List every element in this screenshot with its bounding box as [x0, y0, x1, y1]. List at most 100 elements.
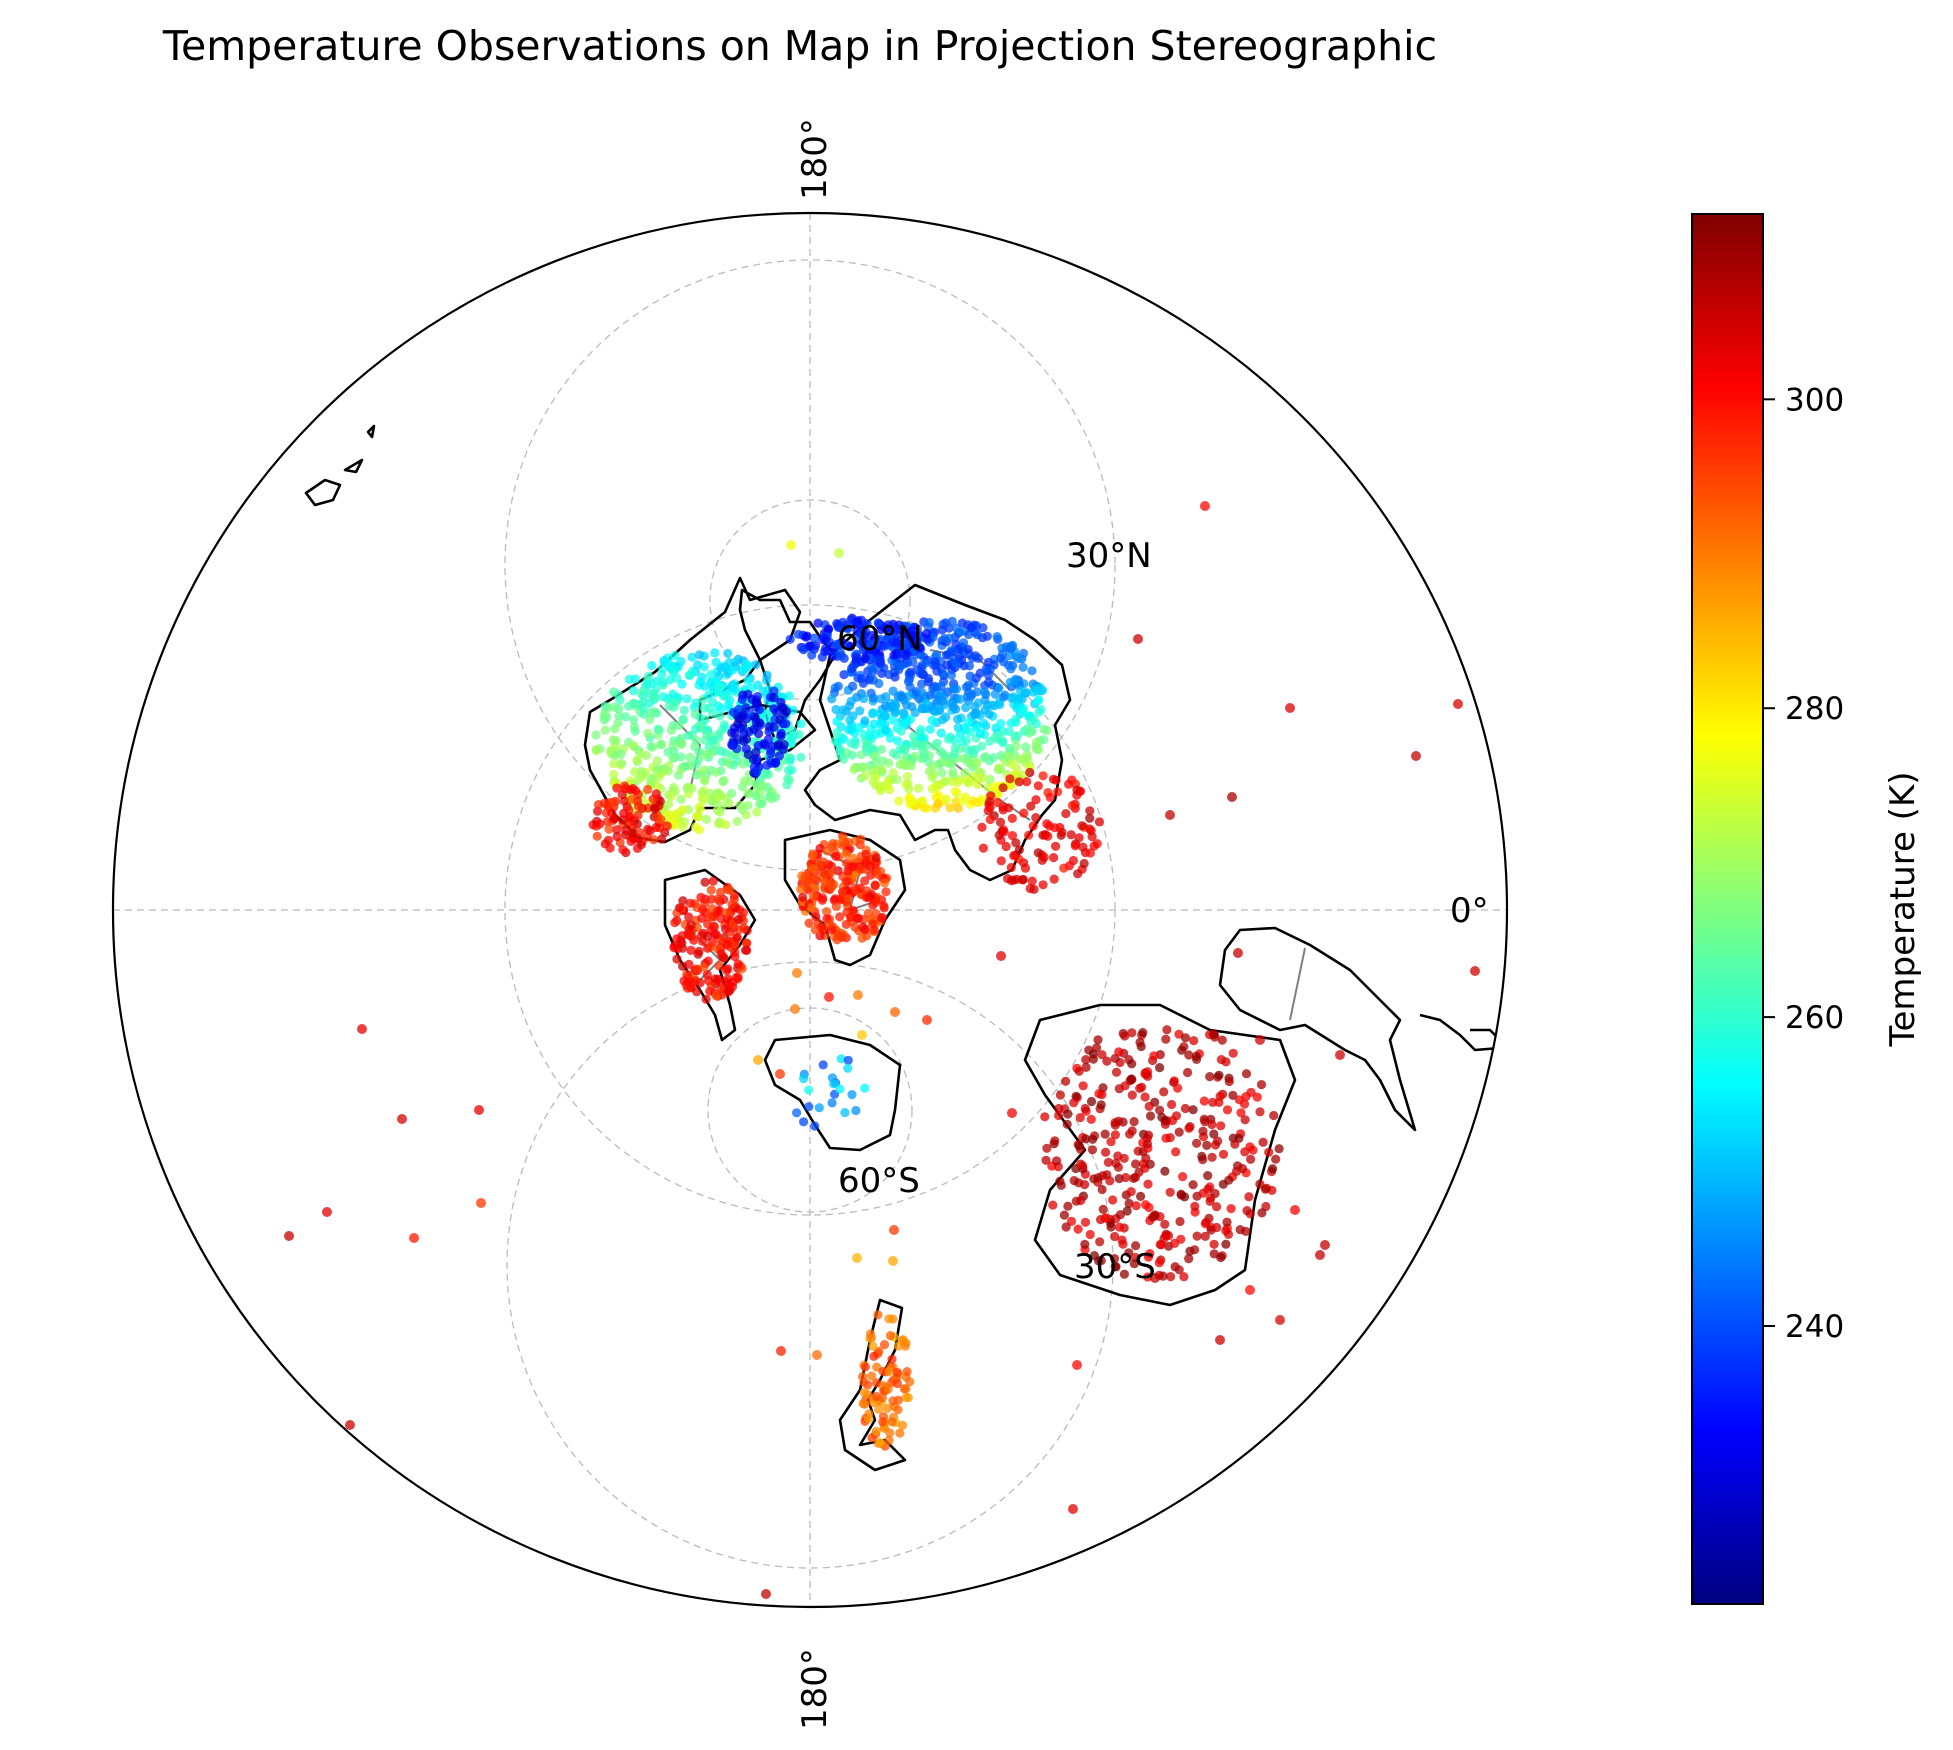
observation-point	[1255, 1107, 1265, 1117]
observation-point	[1129, 1259, 1139, 1269]
observation-point	[946, 670, 957, 680]
observation-point	[867, 630, 877, 641]
observation-point	[961, 703, 971, 713]
observation-point	[708, 876, 718, 886]
observation-point	[670, 918, 680, 928]
observation-point	[867, 709, 878, 719]
parallel-30n	[504, 259, 1116, 871]
observation-point	[892, 1378, 903, 1389]
observation-point	[409, 1233, 419, 1243]
observation-point	[1003, 874, 1013, 884]
observation-point	[643, 784, 653, 795]
observation-point	[1051, 841, 1061, 851]
observation-point	[1188, 1105, 1198, 1115]
observation-point	[633, 810, 643, 821]
observation-point	[1184, 1123, 1194, 1133]
observation-point	[1007, 759, 1017, 769]
observation-point	[1080, 1180, 1090, 1190]
observation-point	[1050, 823, 1060, 833]
observation-point	[864, 892, 874, 903]
observation-point	[1227, 792, 1237, 802]
observation-point	[1188, 1180, 1198, 1190]
observation-point	[1205, 1072, 1215, 1082]
observation-point	[723, 648, 733, 659]
observation-point	[785, 634, 795, 644]
observation-point	[890, 1007, 900, 1017]
observation-point	[749, 724, 759, 734]
observation-point	[1033, 745, 1044, 755]
observation-point	[1001, 841, 1011, 852]
observation-point	[783, 765, 794, 775]
observation-point	[1052, 1156, 1062, 1166]
observation-point	[832, 728, 842, 738]
observation-point	[844, 725, 854, 735]
observation-point	[846, 696, 856, 707]
observation-point	[1269, 1110, 1279, 1121]
observation-point	[1179, 1272, 1189, 1282]
observation-point	[955, 729, 966, 739]
observation-point	[728, 707, 739, 717]
observation-point	[925, 690, 935, 700]
observation-point	[1131, 1241, 1141, 1251]
observation-point	[864, 1414, 874, 1424]
observation-point	[1031, 795, 1041, 805]
observation-point	[1085, 824, 1095, 834]
observation-point	[1234, 1095, 1244, 1105]
observation-point	[900, 628, 910, 638]
label-30s: 30°S	[1074, 1247, 1156, 1287]
observation-point	[720, 924, 731, 934]
observation-point	[894, 796, 904, 806]
observation-point	[917, 679, 927, 689]
observation-point	[691, 698, 701, 708]
observation-point	[1048, 774, 1059, 784]
observation-point	[921, 658, 932, 668]
observation-point	[1038, 685, 1048, 695]
observation-point	[630, 674, 641, 684]
observation-point	[848, 681, 858, 691]
observation-point	[833, 737, 844, 747]
observation-point	[822, 907, 832, 917]
greenland-outline	[738, 588, 837, 742]
observation-point	[937, 767, 947, 778]
observation-point	[1201, 1217, 1211, 1227]
observation-point	[1074, 1141, 1084, 1151]
observation-point	[1222, 1105, 1233, 1115]
observation-point	[654, 725, 665, 735]
observation-point	[610, 724, 620, 734]
observation-point	[677, 679, 687, 689]
observation-point	[1255, 1035, 1265, 1045]
observation-point	[902, 771, 913, 781]
observation-point	[996, 750, 1006, 760]
observation-point	[656, 814, 666, 825]
observation-point	[1214, 1070, 1224, 1080]
observation-point	[972, 723, 982, 733]
observation-point	[915, 643, 925, 653]
observation-point	[1111, 1067, 1122, 1077]
observation-point	[1014, 854, 1024, 864]
observation-point	[900, 1341, 910, 1351]
observation-point	[883, 1384, 893, 1394]
observation-point	[684, 730, 694, 741]
observation-point	[474, 1105, 484, 1115]
observation-point	[706, 981, 717, 991]
observation-point	[888, 715, 898, 725]
observation-point	[1080, 1239, 1090, 1249]
observation-point	[1105, 1176, 1115, 1186]
observation-point	[1089, 1251, 1099, 1261]
observation-point	[1098, 1204, 1108, 1214]
observation-point	[676, 739, 687, 750]
observation-point	[1102, 1056, 1112, 1066]
observation-point	[694, 802, 704, 813]
observation-point	[839, 754, 849, 764]
observation-point	[838, 617, 848, 628]
observation-point	[937, 625, 947, 635]
observation-point	[849, 764, 859, 775]
label-60s: 60°S	[838, 1161, 920, 1201]
observation-point	[1257, 1208, 1267, 1218]
parallel-60n	[709, 499, 911, 701]
observation-point	[1097, 1184, 1107, 1195]
observation-point	[1033, 781, 1043, 791]
observation-point	[1218, 1149, 1229, 1159]
observation-point	[1022, 777, 1032, 787]
colorbar-tick-label: 240	[1785, 1309, 1844, 1345]
